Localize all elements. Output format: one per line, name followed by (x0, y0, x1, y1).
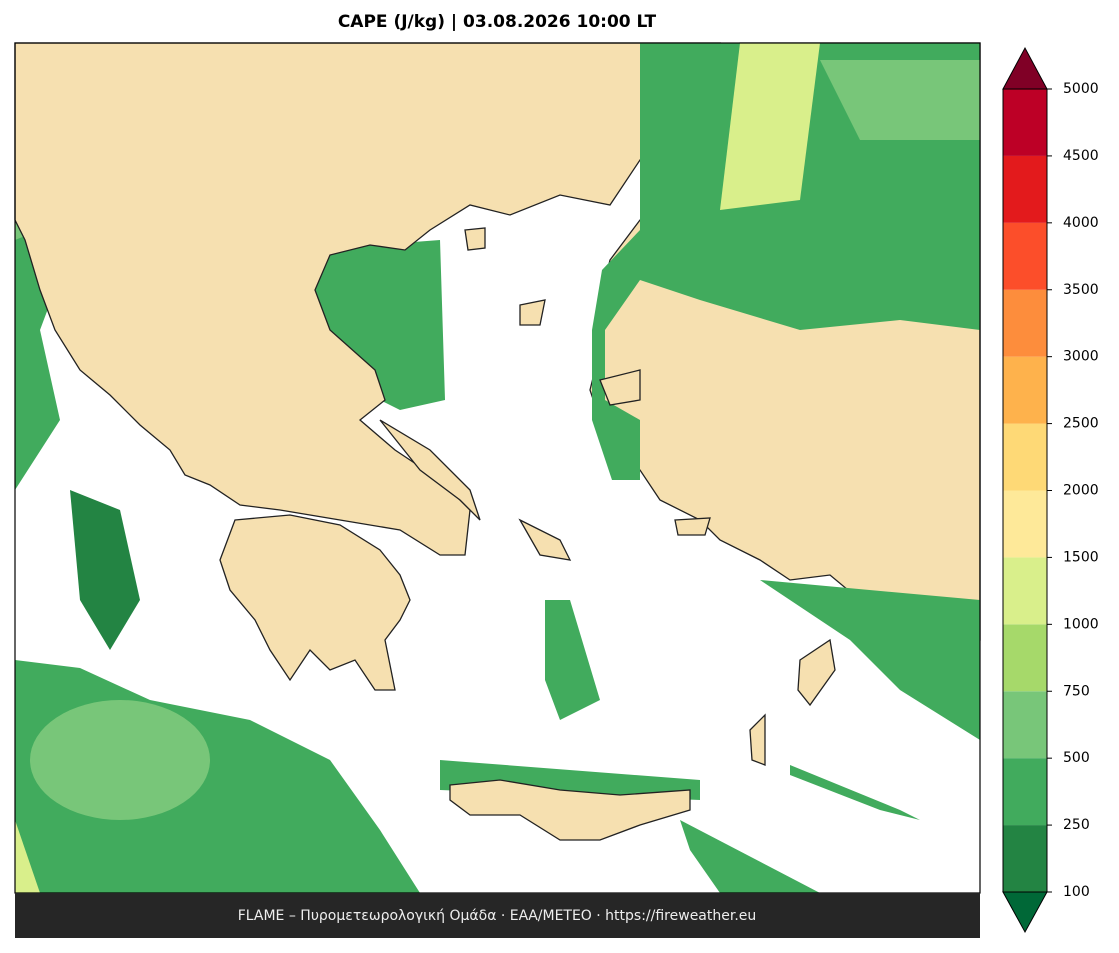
colorbar-segment (1003, 155, 1047, 223)
colorbar-under (1002, 891, 1048, 934)
euboea (379, 419, 481, 521)
colorbar-tick-label: 750 (1063, 683, 1090, 699)
colorbar-segment (1003, 490, 1047, 558)
island (464, 227, 486, 251)
crete (449, 779, 691, 841)
colorbar-tick-label: 1500 (1063, 549, 1099, 565)
colorbar-tick-label: 1000 (1063, 616, 1099, 632)
colorbar-segment (1003, 89, 1047, 156)
map (14, 42, 981, 894)
colorbar-tick-label: 100 (1063, 884, 1090, 900)
colorbar-segment (1003, 289, 1047, 357)
colorbar-tick-label: 500 (1063, 750, 1090, 766)
peloponnese (219, 514, 411, 691)
island (674, 517, 711, 536)
colorbar-segment (1003, 758, 1047, 826)
cape-field (15, 120, 920, 893)
colorbar-segment (1003, 825, 1047, 892)
island (519, 299, 546, 326)
colorbar-segment (1003, 356, 1047, 424)
colorbar: 100 250 500 750 1000 1500 2000 2500 3000 3500 4000… (1002, 46, 1099, 934)
colorbar-tick-label: 4500 (1063, 148, 1099, 164)
colorbar-tick-label: 3000 (1063, 349, 1099, 365)
colorbar-tick-label: 2500 (1063, 416, 1099, 432)
lesbos (599, 369, 641, 406)
colorbar-tick-label: 4000 (1063, 215, 1099, 231)
colorbar-tick-label: 5000 (1063, 81, 1099, 97)
footer: FLAME – Πυρομετεωρολογική Ομάδα · ΕΑΑ/ME… (238, 908, 757, 924)
colorbar-segment (1003, 222, 1047, 290)
colorbar-over (1002, 46, 1048, 90)
rhodes (797, 638, 836, 707)
colorbar-tick-label: 3500 (1063, 282, 1099, 298)
colorbar-segment (1003, 423, 1047, 491)
colorbar-tick-label: 250 (1063, 817, 1090, 833)
colorbar-segment (1003, 557, 1047, 625)
map-title: CAPE (J/kg) | 03.08.2026 10:00 LT (338, 12, 657, 32)
colorbar-segment (1003, 624, 1047, 692)
colorbar-tick-label: 2000 (1063, 483, 1099, 499)
island (518, 518, 572, 561)
footer-bar (15, 893, 980, 938)
island (749, 713, 766, 766)
colorbar-segment (1003, 691, 1047, 759)
turkey-cape (592, 43, 980, 740)
